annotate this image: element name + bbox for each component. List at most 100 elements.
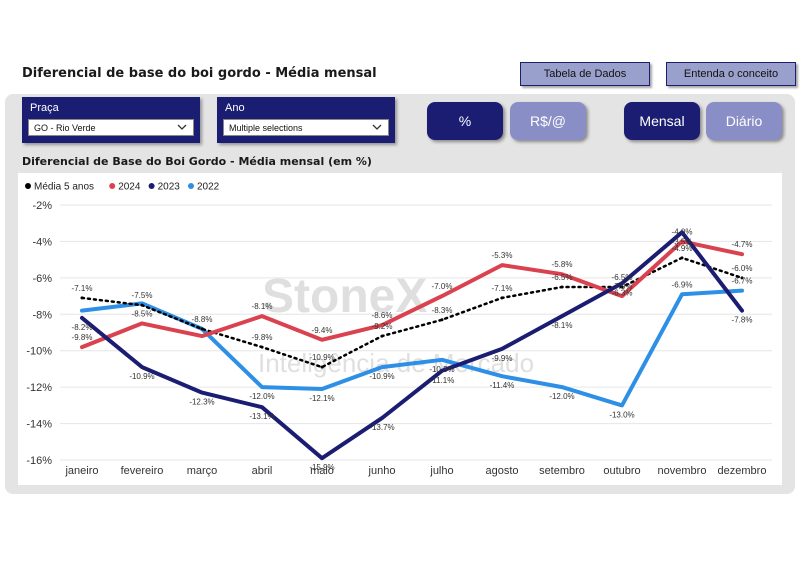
legend-label: 2023 [158, 182, 181, 193]
data-label: -4.7% [732, 240, 753, 249]
y-tick-label: -14% [26, 419, 52, 431]
reais-por-arroba-toggle[interactable]: R$/@ [510, 102, 586, 140]
legend-label: Média 5 anos [34, 182, 94, 193]
data-label: -9.9% [492, 354, 513, 363]
series-line-2024 [80, 239, 744, 350]
data-label: -7.0% [612, 282, 633, 291]
data-point [380, 365, 384, 369]
data-point [620, 281, 624, 285]
series-line-m-dia-5-anos [80, 256, 744, 369]
data-point [260, 314, 264, 318]
legend-label: 2022 [197, 182, 220, 193]
data-label: -13.7% [369, 423, 394, 432]
x-tick-label: fevereiro [121, 465, 164, 477]
x-tick-label: janeiro [64, 465, 98, 477]
data-label: -5.8% [552, 260, 573, 269]
legend-marker [148, 183, 155, 189]
percent-toggle[interactable]: % [427, 102, 503, 140]
data-point [560, 285, 564, 289]
legend-label: 2024 [118, 182, 141, 193]
y-tick-label: -10% [26, 346, 52, 358]
diario-toggle[interactable]: Diário [706, 102, 782, 140]
data-label: -6.9% [672, 280, 693, 289]
data-label: -10.9% [369, 372, 394, 381]
y-tick-label: -4% [32, 236, 52, 248]
data-label: -6.7% [732, 277, 753, 286]
data-point [500, 263, 504, 267]
data-point [140, 365, 144, 369]
data-label: -8.1% [552, 321, 573, 330]
data-point [380, 323, 384, 327]
data-label: -13.0% [609, 410, 634, 419]
data-point [560, 272, 564, 276]
legend-marker [188, 183, 194, 189]
chevron-down-icon [177, 124, 187, 130]
data-point [80, 345, 84, 349]
y-tick-label: -12% [26, 382, 52, 394]
data-label: -6.5% [552, 273, 573, 282]
data-label: -8.6% [372, 311, 393, 320]
data-point [680, 239, 684, 243]
legend-marker [109, 183, 116, 189]
data-point [620, 294, 624, 298]
data-label: -12.0% [249, 392, 274, 401]
entenda-o-conceito-button[interactable]: Entenda o conceito [666, 62, 796, 86]
legend-marker [25, 183, 31, 189]
ano-slicer: Ano Multiple selections [217, 97, 395, 143]
tabela-de-dados-button[interactable]: Tabela de Dados [520, 62, 650, 86]
data-point [560, 314, 564, 318]
data-point [320, 456, 324, 460]
data-point [80, 296, 84, 300]
data-point [320, 338, 324, 342]
x-tick-label: novembro [658, 465, 707, 477]
data-label: -9.4% [312, 326, 333, 335]
data-point [80, 309, 84, 313]
mensal-toggle[interactable]: Mensal [624, 102, 700, 140]
data-point [80, 316, 84, 320]
data-label: -9.8% [252, 333, 273, 342]
data-point [680, 230, 684, 234]
data-label: -7.8% [732, 316, 753, 325]
data-point [740, 289, 744, 293]
y-tick-label: -2% [32, 200, 52, 212]
data-point [200, 327, 204, 331]
data-point [260, 345, 264, 349]
x-tick-label: abril [252, 465, 273, 477]
series-line-2023 [80, 230, 744, 461]
data-point [140, 303, 144, 307]
data-label: -7.0% [432, 282, 453, 291]
data-label: -6.0% [732, 264, 753, 273]
data-label: -7.1% [492, 284, 513, 293]
data-label: -8.3% [432, 306, 453, 315]
ano-dropdown[interactable]: Multiple selections [223, 119, 389, 136]
data-label: -9.2% [372, 322, 393, 331]
data-point [740, 309, 744, 313]
data-point [740, 252, 744, 256]
ano-value: Multiple selections [229, 122, 303, 133]
data-label: -3.5% [672, 237, 693, 246]
ano-label: Ano [225, 102, 245, 114]
data-point [200, 334, 204, 338]
data-label: -8.2% [72, 323, 93, 332]
data-label: -4.9% [672, 244, 693, 253]
data-label: -7.1% [72, 284, 93, 293]
data-point [260, 385, 264, 389]
x-tick-label: agosto [485, 465, 518, 477]
data-point [620, 403, 624, 407]
x-tick-label: setembro [539, 465, 585, 477]
data-point [620, 285, 624, 289]
data-label: -15.9% [309, 463, 334, 472]
chart-title: Diferencial de Base do Boi Gordo - Média… [22, 155, 372, 168]
x-tick-label: dezembro [718, 465, 767, 477]
data-label: -7.5% [132, 291, 153, 300]
praca-dropdown[interactable]: GO - Rio Verde [28, 119, 194, 136]
x-tick-label: março [187, 465, 218, 477]
data-label: -8.8% [192, 315, 213, 324]
data-label: -10.9% [129, 372, 154, 381]
y-tick-label: -6% [32, 273, 52, 285]
data-point [380, 334, 384, 338]
data-point [500, 296, 504, 300]
data-label: -8.5% [132, 309, 153, 318]
data-point [440, 294, 444, 298]
